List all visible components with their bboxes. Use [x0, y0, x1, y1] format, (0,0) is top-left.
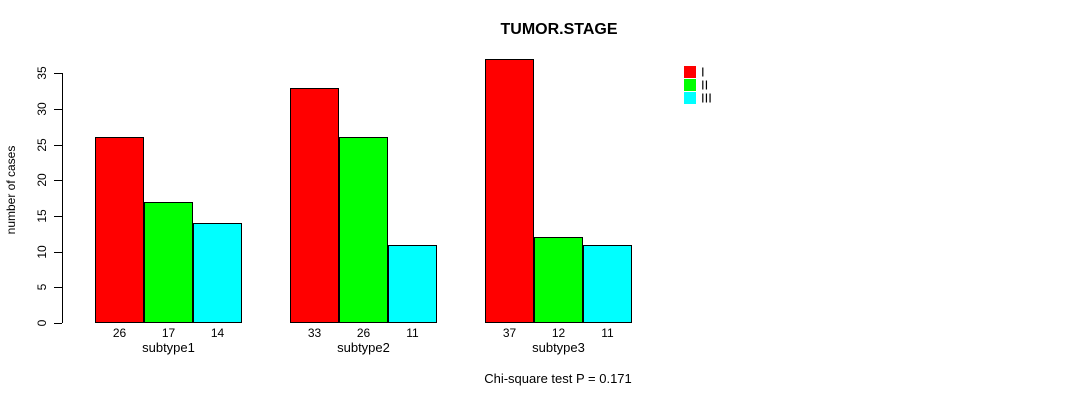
bar-value-label: 26: [356, 326, 371, 340]
legend-label-II: II: [701, 77, 709, 93]
y-tick-label: 5: [35, 283, 49, 291]
bar-value-label: 33: [307, 326, 322, 340]
legend-label-I: I: [701, 64, 705, 80]
category-label-subtype3: subtype3: [532, 340, 585, 355]
legend-swatch-II: [684, 79, 696, 91]
bar-subtype3-III: [583, 245, 632, 323]
y-axis-title: number of cases: [4, 145, 18, 235]
y-axis-tick: [54, 180, 62, 181]
legend-label-III: III: [701, 90, 712, 106]
bar-value-label: 17: [161, 326, 176, 340]
y-axis-tick: [54, 216, 62, 217]
bar-subtype2-II: [339, 137, 388, 323]
bar-subtype1-III: [193, 223, 242, 323]
y-tick-label: 0: [35, 319, 49, 327]
bar-subtype3-II: [534, 237, 583, 323]
bar-subtype1-I: [95, 137, 144, 323]
category-label-subtype1: subtype1: [142, 340, 195, 355]
bar-value-label: 14: [210, 326, 225, 340]
bar-subtype3-I: [485, 59, 534, 323]
chart-title: TUMOR.STAGE: [500, 21, 618, 38]
bar-subtype2-I: [290, 88, 339, 323]
y-tick-label: 30: [35, 102, 49, 116]
bar-value-label: 12: [551, 326, 566, 340]
y-axis-tick: [54, 73, 62, 74]
legend-swatch-III: [684, 92, 696, 104]
y-axis-tick: [54, 323, 62, 324]
y-tick-label: 20: [35, 173, 49, 187]
bar-value-label: 11: [601, 326, 614, 340]
y-axis-line: [62, 73, 63, 323]
y-tick-label: 25: [35, 138, 49, 152]
y-tick-label: 15: [35, 209, 49, 223]
bar-value-label: 26: [112, 326, 127, 340]
y-tick-label: 35: [35, 66, 49, 80]
bar-subtype2-III: [388, 245, 437, 323]
y-axis-tick: [54, 287, 62, 288]
y-tick-label: 10: [35, 245, 49, 259]
y-axis-tick: [54, 145, 62, 146]
category-label-subtype2: subtype2: [337, 340, 390, 355]
legend-swatch-I: [684, 66, 696, 78]
y-axis-tick: [54, 252, 62, 253]
bar-subtype1-II: [144, 202, 193, 323]
annotation-text: Chi-square test P = 0.171: [484, 371, 632, 386]
bar-value-label: 37: [502, 326, 517, 340]
bar-value-label: 11: [406, 326, 419, 340]
y-axis-tick: [54, 109, 62, 110]
